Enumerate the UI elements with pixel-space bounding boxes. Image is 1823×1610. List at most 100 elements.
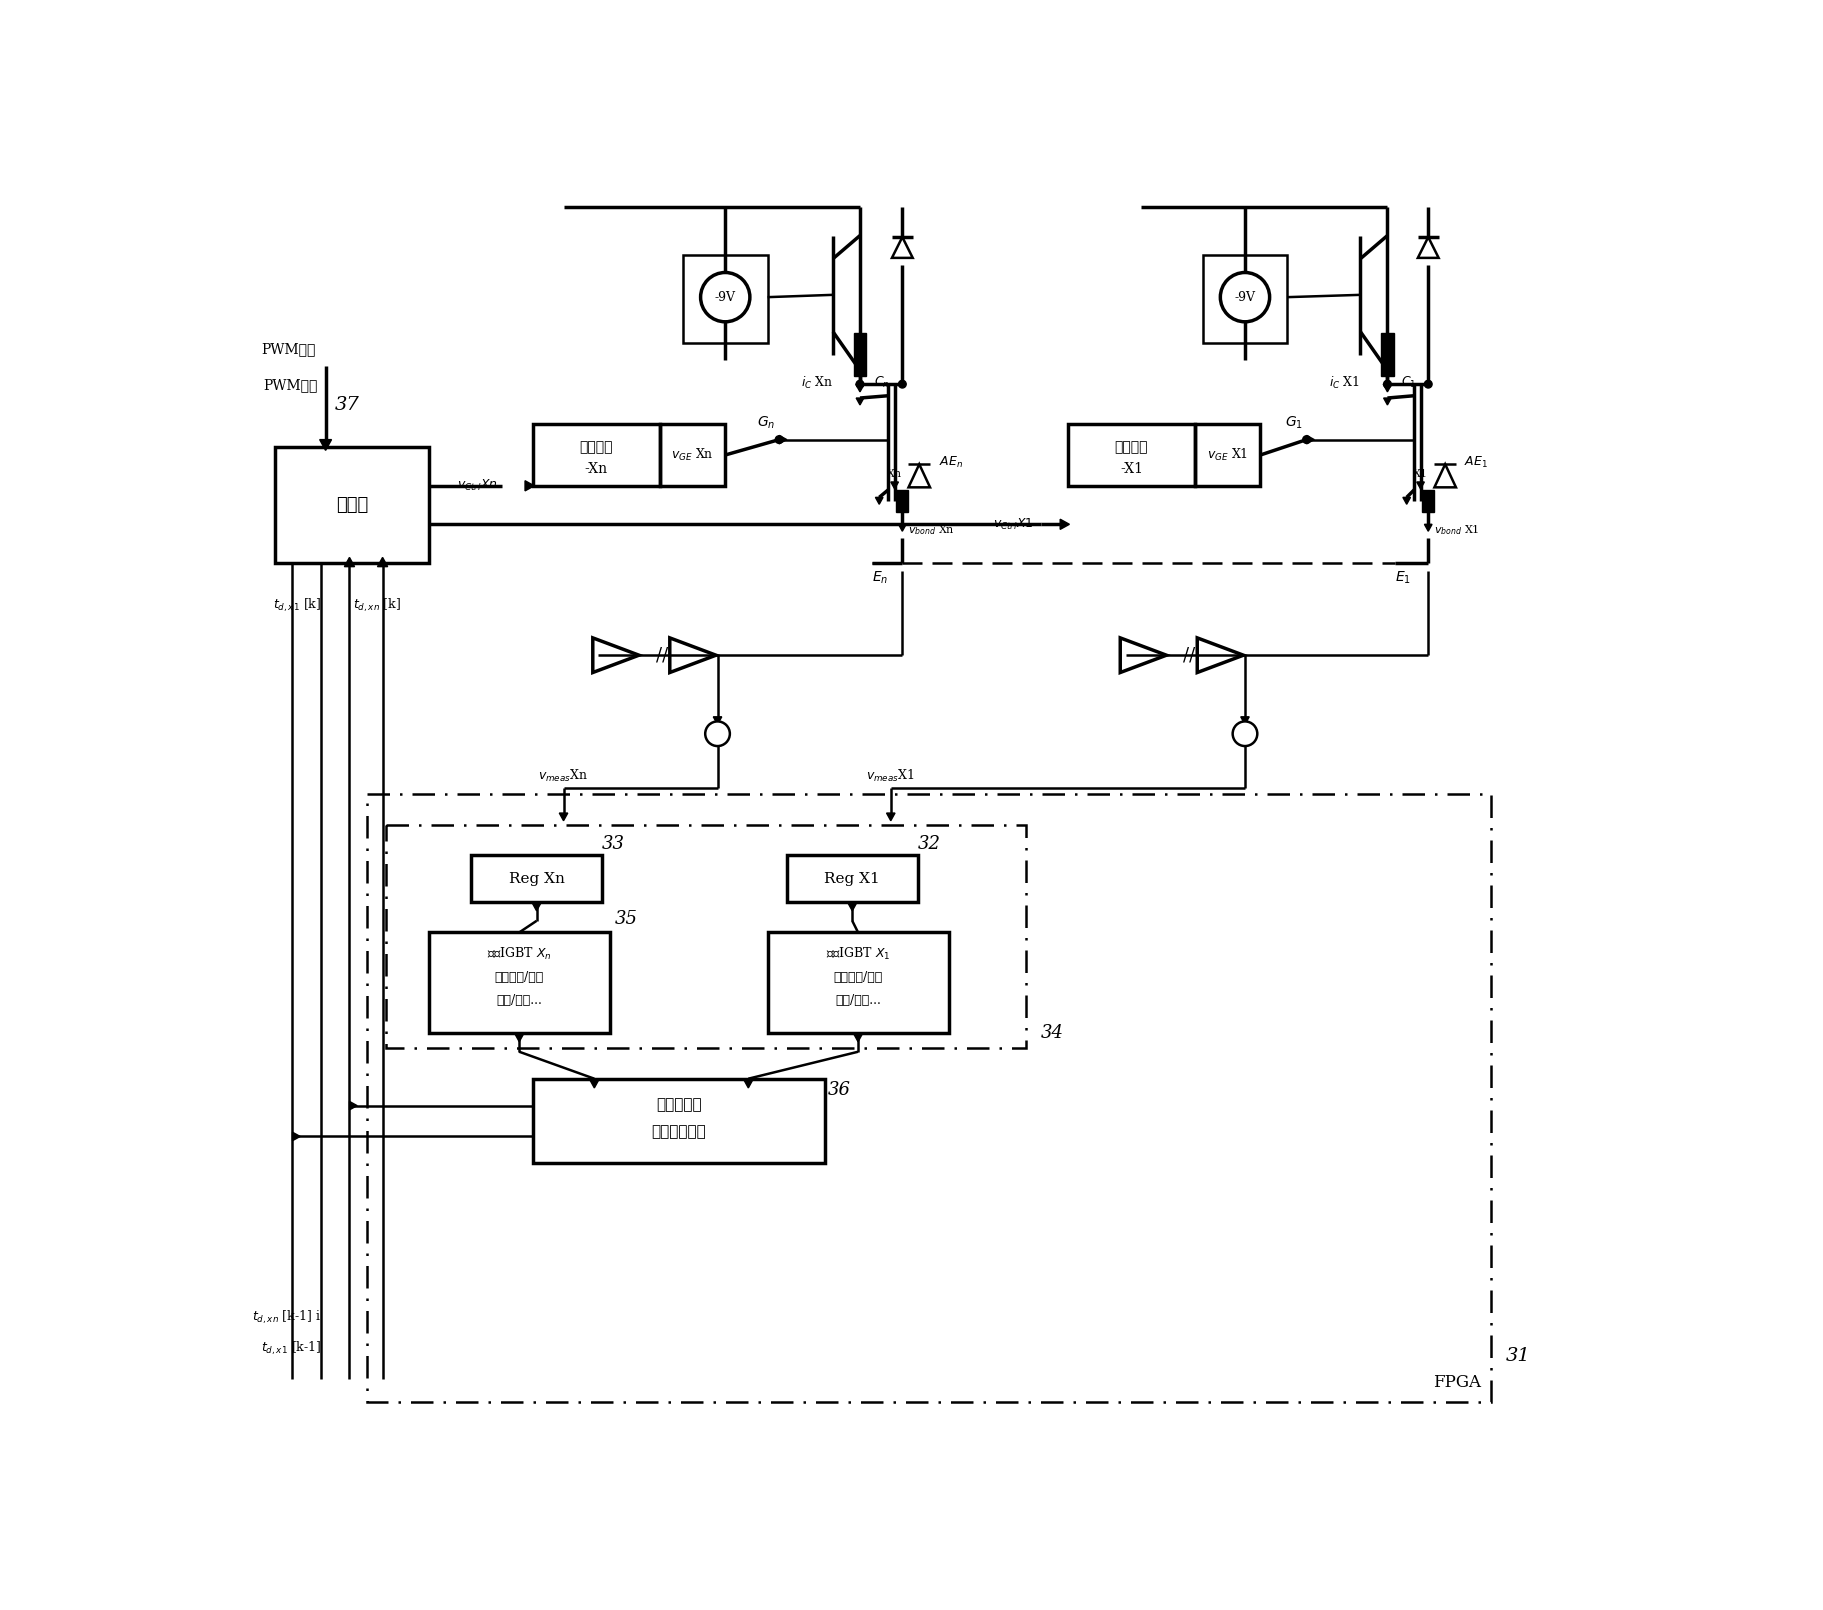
Text: 35: 35 (614, 910, 638, 927)
Circle shape (899, 380, 906, 388)
Bar (366, 794, 1491, 1402)
Polygon shape (744, 1080, 753, 1088)
Text: $AE_1$: $AE_1$ (1464, 456, 1488, 470)
Text: 37: 37 (335, 396, 359, 414)
Text: 提取IGBT $X_1$: 提取IGBT $X_1$ (826, 947, 890, 963)
Bar (1422, 491, 1435, 512)
Bar (1382, 333, 1393, 377)
Text: 时间开始/结束: 时间开始/结束 (494, 971, 543, 984)
Text: 计算延迟时间: 计算延迟时间 (651, 1125, 706, 1140)
Circle shape (857, 367, 864, 374)
Text: 32: 32 (917, 836, 941, 853)
Text: -Xn: -Xn (585, 462, 607, 477)
Polygon shape (1424, 525, 1433, 531)
Bar (660, 423, 726, 486)
Bar (470, 855, 602, 902)
Polygon shape (525, 481, 534, 491)
Polygon shape (350, 1101, 357, 1109)
Circle shape (1220, 272, 1269, 322)
Text: $E_1$: $E_1$ (1395, 570, 1411, 586)
Text: -X1: -X1 (1119, 462, 1143, 477)
Bar (684, 254, 767, 343)
Text: 33: 33 (602, 836, 625, 853)
Text: PWM信号: PWM信号 (263, 343, 315, 356)
Text: 36: 36 (828, 1082, 851, 1100)
Text: 栅极单元: 栅极单元 (580, 440, 613, 454)
Text: $v_{bond}$ Xn: $v_{bond}$ Xn (908, 523, 955, 538)
Polygon shape (345, 557, 354, 567)
Text: 时间开始/结束: 时间开始/结束 (833, 971, 882, 984)
Circle shape (1384, 380, 1391, 388)
Bar (1194, 423, 1260, 486)
Text: $t_{d,xn}$ [k-1] i: $t_{d,xn}$ [k-1] i (252, 1309, 321, 1327)
Polygon shape (532, 903, 541, 911)
Bar (767, 932, 948, 1032)
Text: -9V: -9V (715, 291, 736, 304)
Polygon shape (713, 716, 722, 724)
Bar (532, 1079, 826, 1164)
Polygon shape (875, 497, 882, 504)
Bar (532, 423, 660, 486)
Circle shape (1424, 380, 1433, 388)
Polygon shape (899, 525, 906, 531)
Polygon shape (855, 385, 864, 391)
Polygon shape (1061, 518, 1070, 530)
Polygon shape (848, 903, 857, 911)
Circle shape (706, 721, 729, 745)
Text: 上升/下降...: 上升/下降... (835, 993, 881, 1006)
Polygon shape (778, 435, 788, 444)
Text: 提取IGBT $X_n$: 提取IGBT $X_n$ (487, 947, 552, 963)
Text: Reg X1: Reg X1 (824, 871, 881, 886)
Polygon shape (319, 440, 332, 451)
Text: 31: 31 (1506, 1348, 1531, 1365)
Text: $i_C$ Xn: $i_C$ Xn (800, 375, 833, 391)
Text: $C_n$: $C_n$ (873, 375, 890, 390)
Text: $C_1$: $C_1$ (1402, 375, 1416, 390)
Bar (275, 448, 428, 564)
Text: $t_{d,x1}$ [k]: $t_{d,x1}$ [k] (273, 596, 321, 613)
Bar (428, 932, 609, 1032)
Bar (897, 491, 908, 512)
Text: X1: X1 (1413, 469, 1427, 480)
Text: PWM信号: PWM信号 (263, 378, 317, 393)
Text: 上升/下降...: 上升/下降... (496, 993, 541, 1006)
Circle shape (1232, 721, 1258, 745)
Polygon shape (1384, 398, 1391, 406)
Polygon shape (591, 1080, 598, 1088)
Polygon shape (1241, 716, 1249, 724)
Text: $AE_n$: $AE_n$ (939, 456, 963, 470)
Circle shape (775, 436, 784, 443)
Text: //: // (1183, 646, 1196, 665)
Polygon shape (857, 370, 864, 377)
Polygon shape (1416, 481, 1424, 489)
Polygon shape (1384, 385, 1391, 391)
Bar (1068, 423, 1194, 486)
Text: $v_{GE}$ X1: $v_{GE}$ X1 (1207, 448, 1249, 464)
Text: 34: 34 (1041, 1024, 1065, 1042)
Text: 为下一开关: 为下一开关 (656, 1098, 702, 1113)
Circle shape (1424, 497, 1433, 506)
Text: $G_1$: $G_1$ (1285, 414, 1303, 431)
Text: $i_C$ X1: $i_C$ X1 (1329, 375, 1360, 391)
Text: $t_{d,xn}$ [k]: $t_{d,xn}$ [k] (354, 596, 401, 613)
Text: $v_{bond}$ X1: $v_{bond}$ X1 (1435, 523, 1480, 538)
Circle shape (700, 272, 749, 322)
Bar (788, 855, 917, 902)
Text: $t_{d,x1}$ [k-1]: $t_{d,x1}$ [k-1] (261, 1340, 321, 1357)
Circle shape (1303, 436, 1311, 443)
Text: FPGA: FPGA (1433, 1375, 1480, 1391)
Polygon shape (886, 813, 895, 821)
Text: $G_n$: $G_n$ (757, 414, 775, 431)
Polygon shape (1307, 435, 1314, 444)
Polygon shape (1384, 370, 1391, 377)
Text: //: // (656, 646, 669, 665)
Text: $v_{GE}$ Xn: $v_{GE}$ Xn (671, 448, 713, 464)
Text: -9V: -9V (1234, 291, 1256, 304)
Circle shape (857, 380, 864, 388)
Polygon shape (891, 481, 899, 489)
Polygon shape (853, 1034, 862, 1042)
Circle shape (899, 497, 906, 506)
Bar (853, 333, 866, 377)
Text: $v_{Ctrl}Xn$: $v_{Ctrl}Xn$ (458, 478, 498, 493)
Polygon shape (560, 813, 567, 821)
